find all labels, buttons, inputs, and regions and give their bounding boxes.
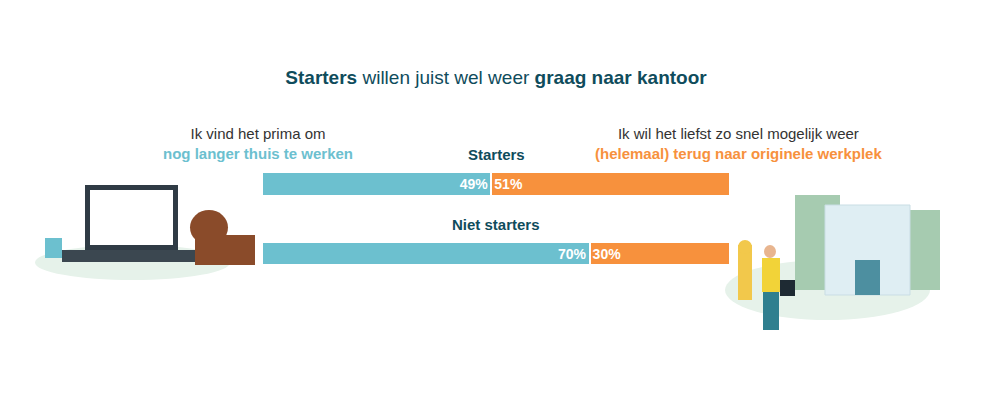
svg-text:51%: 51% — [494, 176, 523, 192]
svg-text:Ik wil het liefst zo snel moge: Ik wil het liefst zo snel mogelijk weer(… — [595, 125, 882, 162]
svg-text:49%: 49% — [460, 176, 489, 192]
svg-text:30%: 30% — [593, 246, 622, 262]
svg-text:Niet starters: Niet starters — [452, 216, 540, 233]
svg-text:70%: 70% — [558, 246, 587, 262]
svg-text:Starters willen juist wel weer: Starters willen juist wel weer graag naa… — [285, 67, 707, 88]
svg-text:Ik vind het prima omnog langer: Ik vind het prima omnog langer thuis te … — [163, 125, 353, 162]
svg-text:Starters: Starters — [468, 146, 525, 163]
